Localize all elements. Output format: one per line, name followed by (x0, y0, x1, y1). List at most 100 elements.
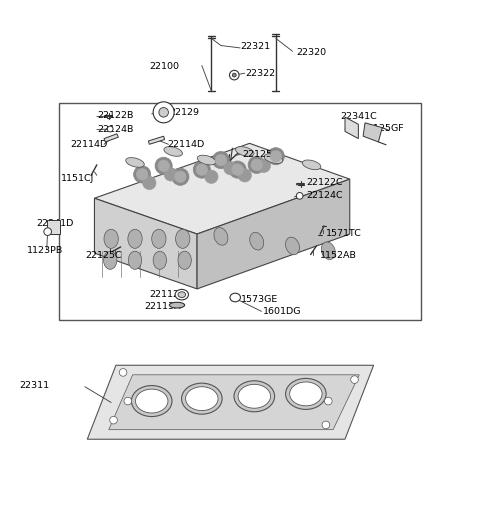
Ellipse shape (302, 160, 321, 170)
Polygon shape (197, 179, 350, 289)
Ellipse shape (181, 383, 222, 414)
Text: 22114D: 22114D (71, 140, 108, 149)
Circle shape (229, 161, 246, 178)
Circle shape (322, 421, 330, 429)
Circle shape (215, 154, 227, 166)
Ellipse shape (197, 155, 216, 165)
Ellipse shape (238, 384, 271, 408)
Ellipse shape (164, 147, 182, 156)
Text: 22341D: 22341D (36, 219, 73, 228)
Ellipse shape (126, 157, 144, 167)
Text: 1571TC: 1571TC (326, 228, 362, 238)
Circle shape (172, 168, 189, 185)
Circle shape (232, 164, 243, 175)
Ellipse shape (289, 382, 322, 406)
Circle shape (155, 157, 172, 174)
Polygon shape (109, 375, 360, 430)
FancyBboxPatch shape (59, 103, 421, 320)
Circle shape (143, 176, 156, 190)
Ellipse shape (152, 229, 166, 248)
Circle shape (133, 166, 151, 183)
Text: 1601DG: 1601DG (263, 307, 301, 316)
Circle shape (108, 126, 113, 132)
Ellipse shape (321, 242, 336, 260)
Text: 22113A: 22113A (144, 302, 181, 311)
Text: 22320: 22320 (296, 48, 326, 57)
Text: 1123PB: 1123PB (27, 246, 63, 255)
Circle shape (229, 71, 239, 80)
Text: 1151CJ: 1151CJ (61, 174, 95, 183)
Text: 1125GF: 1125GF (368, 124, 405, 133)
Ellipse shape (236, 147, 254, 156)
Circle shape (110, 416, 117, 424)
Ellipse shape (178, 251, 192, 269)
Ellipse shape (169, 303, 185, 308)
Circle shape (44, 228, 51, 236)
Text: 1573GE: 1573GE (241, 295, 278, 304)
Text: 1152AB: 1152AB (320, 251, 357, 260)
Text: 22311: 22311 (19, 381, 49, 390)
Circle shape (267, 148, 284, 165)
Polygon shape (363, 123, 382, 142)
Ellipse shape (128, 229, 142, 248)
Circle shape (296, 193, 303, 199)
Circle shape (159, 107, 168, 117)
Circle shape (175, 171, 186, 182)
Polygon shape (148, 136, 165, 144)
Polygon shape (87, 365, 373, 439)
Text: 22124B: 22124B (97, 125, 133, 134)
Circle shape (153, 102, 174, 123)
Ellipse shape (132, 385, 172, 416)
Ellipse shape (214, 227, 228, 245)
Circle shape (270, 151, 281, 162)
Circle shape (136, 169, 148, 180)
Polygon shape (47, 220, 60, 234)
Ellipse shape (128, 251, 142, 269)
Circle shape (124, 397, 132, 405)
Circle shape (251, 159, 263, 171)
Circle shape (248, 156, 265, 173)
Ellipse shape (178, 292, 186, 297)
Circle shape (196, 164, 207, 175)
Circle shape (232, 73, 236, 77)
Text: 22122C: 22122C (306, 178, 343, 188)
Circle shape (212, 151, 229, 169)
Ellipse shape (286, 237, 300, 255)
Ellipse shape (186, 387, 218, 411)
Circle shape (119, 368, 127, 376)
Ellipse shape (230, 293, 240, 302)
Ellipse shape (234, 381, 275, 412)
Ellipse shape (104, 229, 118, 248)
Ellipse shape (153, 251, 167, 269)
Text: 22341C: 22341C (340, 111, 377, 121)
Polygon shape (95, 198, 197, 289)
Text: 22129: 22129 (169, 108, 199, 117)
Polygon shape (95, 144, 350, 234)
Circle shape (324, 397, 332, 405)
Ellipse shape (176, 229, 190, 248)
Circle shape (193, 161, 210, 178)
Polygon shape (104, 134, 118, 142)
Text: 22124C: 22124C (306, 191, 343, 200)
Ellipse shape (264, 154, 283, 164)
Ellipse shape (135, 389, 168, 413)
Text: 22112A: 22112A (149, 290, 186, 299)
Ellipse shape (175, 289, 189, 300)
Text: 22321: 22321 (240, 42, 270, 52)
Circle shape (238, 169, 252, 182)
Text: 22125A: 22125A (242, 150, 279, 159)
Circle shape (351, 376, 359, 383)
Ellipse shape (250, 233, 264, 250)
Text: 22322: 22322 (246, 68, 276, 78)
Text: 22100: 22100 (149, 61, 179, 71)
Text: 22125C: 22125C (85, 251, 121, 260)
Circle shape (164, 168, 178, 181)
Ellipse shape (286, 378, 326, 409)
Circle shape (158, 160, 169, 172)
Polygon shape (345, 117, 359, 138)
Circle shape (224, 161, 237, 175)
Ellipse shape (104, 251, 117, 269)
Circle shape (204, 170, 218, 183)
Text: 22122B: 22122B (97, 111, 133, 120)
Circle shape (257, 159, 271, 173)
